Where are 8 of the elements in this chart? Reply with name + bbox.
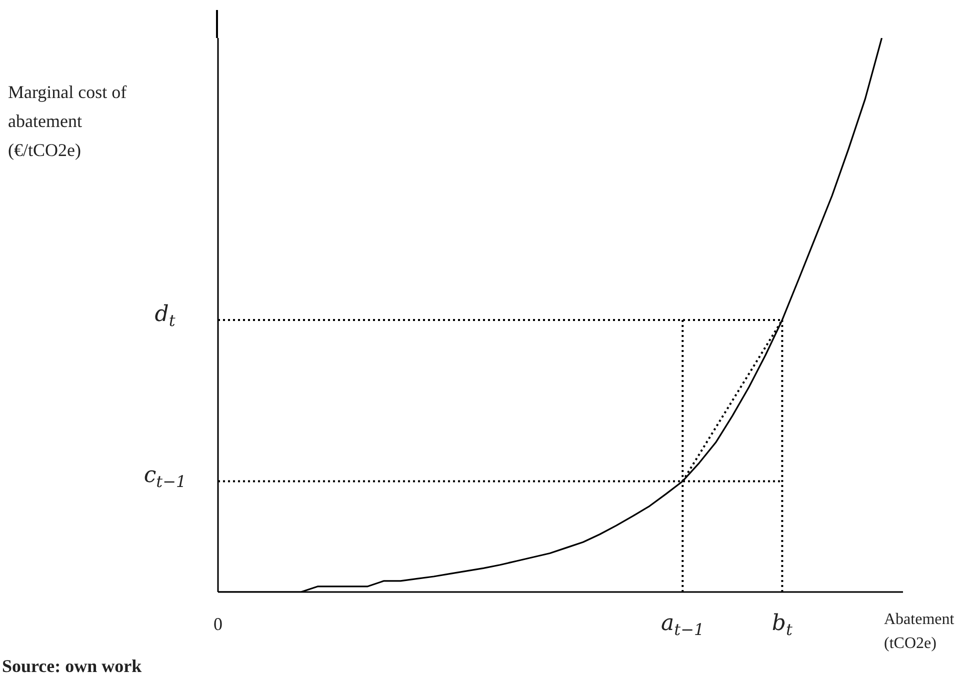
x-tick-label: b$_{t}$ [772,611,794,639]
y-axis-title: Marginal cost of abatement (€/tCO2e) [8,81,128,162]
x-tick-label: a$_{t−1}$ [661,611,704,639]
annotation: c$_{t−1}$ [144,463,186,491]
x-axis-title: Abatement (tCO2e) [884,610,956,654]
source-note: Source: own work [2,656,142,677]
x-tick-label: 0 [214,614,222,634]
annotation: d$_{t}$ [154,302,176,330]
